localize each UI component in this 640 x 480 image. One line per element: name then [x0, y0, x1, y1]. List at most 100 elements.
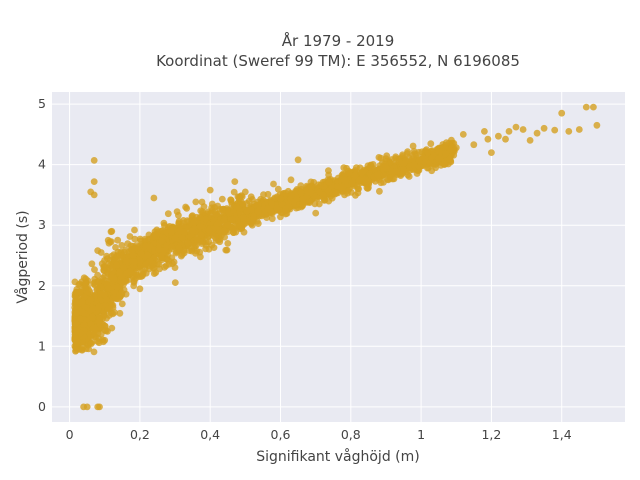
- scatter-point: [89, 313, 96, 321]
- scatter-point: [139, 271, 147, 278]
- scatter-point: [116, 292, 123, 299]
- scatter-point: [243, 207, 251, 215]
- scatter-point: [319, 191, 327, 199]
- scatter-point: [590, 103, 597, 111]
- scatter-point: [215, 219, 222, 227]
- scatter-point: [90, 348, 98, 356]
- scatter-point: [307, 189, 314, 196]
- scatter-point: [271, 194, 279, 202]
- scatter-point: [97, 330, 105, 338]
- tick-labels: 0 0,2 0,4 0,6 0,8 1 1,2 1,4 0 1 2 3 4 5: [38, 96, 572, 442]
- scatter-point: [218, 195, 226, 203]
- scatter-point: [150, 194, 158, 202]
- scatter-point: [428, 147, 436, 155]
- scatter-point: [72, 298, 80, 306]
- scatter-point: [144, 251, 152, 259]
- scatter-point: [400, 159, 408, 167]
- scatter-point: [149, 233, 157, 241]
- scatter-point: [175, 211, 182, 219]
- scatter-point: [254, 220, 262, 228]
- scatter-point: [526, 137, 534, 144]
- x-tick-label: 0,2: [130, 427, 150, 442]
- scatter-point: [273, 204, 281, 212]
- scatter-point: [179, 234, 186, 242]
- data-points: [71, 103, 601, 411]
- scatter-point: [161, 263, 168, 271]
- scatter-point: [306, 197, 314, 205]
- scatter-point: [260, 191, 267, 199]
- scatter-point: [96, 403, 103, 411]
- y-tick-label: 3: [38, 217, 46, 232]
- scatter-point: [141, 261, 149, 269]
- scatter-point: [270, 180, 277, 188]
- scatter-point: [332, 189, 340, 197]
- scatter-point: [519, 126, 527, 133]
- scatter-point: [155, 246, 163, 254]
- x-axis-title: Signifikant våghöjd (m): [256, 448, 419, 465]
- x-tick-label: 1,2: [481, 427, 501, 442]
- scatter-point: [114, 248, 122, 256]
- scatter-point: [87, 340, 95, 348]
- scatter-point: [101, 291, 108, 299]
- x-tick-label: 1,4: [552, 427, 572, 442]
- scatter-point: [315, 181, 322, 189]
- scatter-point: [165, 256, 173, 264]
- scatter-point: [382, 155, 390, 163]
- scatter-point: [376, 187, 383, 195]
- scatter-point: [198, 198, 206, 206]
- y-axis-title: Vågperiod (s): [14, 210, 31, 303]
- scatter-point: [340, 176, 348, 184]
- scatter-point: [82, 283, 89, 291]
- scatter-point: [126, 268, 134, 275]
- scatter-point: [171, 264, 179, 271]
- scatter-point: [353, 164, 360, 172]
- scatter-point: [222, 246, 230, 254]
- scatter-point: [72, 346, 80, 354]
- scatter-point: [79, 298, 86, 306]
- scatter-point: [73, 327, 80, 335]
- scatter-point: [71, 278, 79, 286]
- scatter-point: [229, 225, 237, 233]
- scatter-point: [171, 279, 179, 286]
- scatter-point: [108, 324, 116, 332]
- y-tick-label: 1: [38, 338, 46, 353]
- scatter-point: [392, 168, 400, 175]
- scatter-point: [114, 236, 122, 244]
- scatter-point: [72, 320, 80, 328]
- scatter-point: [354, 183, 361, 190]
- scatter-point: [197, 253, 204, 261]
- scatter-point: [89, 324, 97, 332]
- scatter-point: [459, 131, 467, 138]
- scatter-point: [502, 135, 509, 143]
- scatter-point: [229, 215, 236, 223]
- scatter-point: [428, 167, 436, 175]
- scatter-point: [95, 303, 102, 311]
- scatter-point: [551, 126, 559, 134]
- scatter-point: [205, 226, 213, 234]
- scatter-point: [299, 195, 307, 203]
- scatter-point: [131, 258, 139, 266]
- scatter-point: [120, 278, 128, 286]
- scatter-point: [97, 249, 105, 256]
- scatter-point: [87, 296, 94, 304]
- chart-title-line1: År 1979 - 2019: [282, 31, 395, 50]
- scatter-point: [230, 188, 238, 196]
- scatter-point: [488, 149, 495, 157]
- scatter-point: [177, 252, 185, 260]
- scatter-point: [250, 214, 257, 222]
- scatter-point: [90, 178, 98, 186]
- x-tick-label: 0,4: [200, 427, 220, 442]
- y-tick-label: 2: [38, 278, 46, 293]
- scatter-point: [362, 176, 369, 183]
- x-tick-label: 1: [417, 427, 425, 442]
- y-tick-label: 4: [38, 157, 46, 172]
- scatter-point: [90, 157, 98, 164]
- scatter-point: [91, 266, 98, 273]
- scatter-point: [231, 178, 239, 186]
- x-tick-label: 0,8: [341, 427, 361, 442]
- scatter-point: [76, 288, 84, 296]
- scatter-point: [184, 239, 192, 247]
- scatter-point: [90, 191, 98, 199]
- scatter-point: [325, 178, 333, 186]
- scatter-point: [136, 235, 144, 243]
